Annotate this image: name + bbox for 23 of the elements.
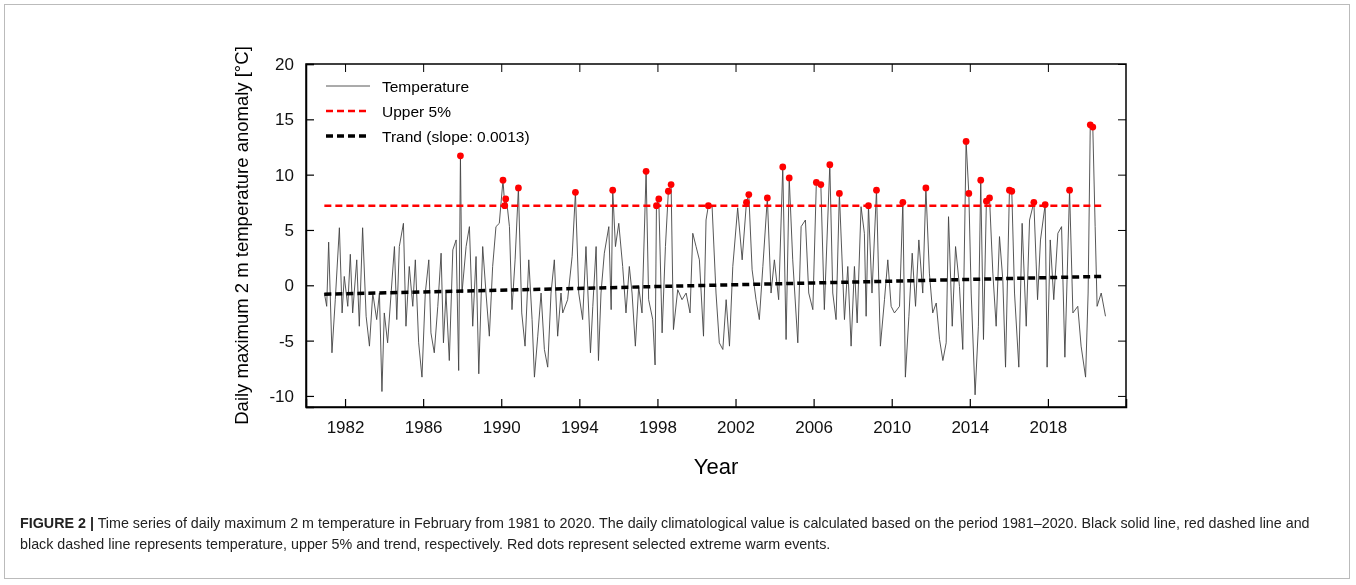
y-tick-label: 5 bbox=[284, 220, 294, 240]
y-tick-label: 20 bbox=[275, 54, 294, 74]
x-axis-title: Year bbox=[693, 454, 739, 479]
legend-label: Trand (slope: 0.0013) bbox=[382, 127, 530, 145]
x-tick-label: 1998 bbox=[639, 418, 677, 438]
y-tick-label: 0 bbox=[284, 276, 294, 296]
y-axis-title: Daily maximum 2 m temperature anomaly [°C] bbox=[231, 46, 252, 425]
x-tick-label: 2014 bbox=[951, 418, 990, 438]
x-tick-label: 1986 bbox=[404, 418, 443, 438]
legend-label: Temperature bbox=[382, 77, 470, 95]
x-tick-label: 1990 bbox=[482, 418, 521, 438]
y-tick-label: 15 bbox=[275, 110, 294, 130]
x-tick-label: 2010 bbox=[873, 418, 912, 438]
x-tick-label: 1994 bbox=[560, 418, 599, 438]
x-tick-label: 2006 bbox=[795, 418, 834, 438]
y-tick-label: 10 bbox=[275, 165, 294, 185]
y-tick-label: -10 bbox=[269, 386, 294, 406]
x-tick-label: 2002 bbox=[717, 418, 755, 438]
legend-label: Upper 5% bbox=[382, 102, 452, 120]
y-tick-label: -5 bbox=[278, 331, 294, 351]
x-tick-label: 1982 bbox=[326, 418, 365, 438]
caption: FIGURE 2 | Time series of daily maximum 2 m temperature in February from 1981 to 2020. The daily climatological value is calculated based on the period 1981–2020. Black solid line, red dashed line and black dashed line represents temperature, upper 5% and trend, respectively. Red dots represent selected extreme warm events. bbox=[20, 515, 1310, 552]
x-tick-label: 2018 bbox=[1029, 418, 1068, 438]
